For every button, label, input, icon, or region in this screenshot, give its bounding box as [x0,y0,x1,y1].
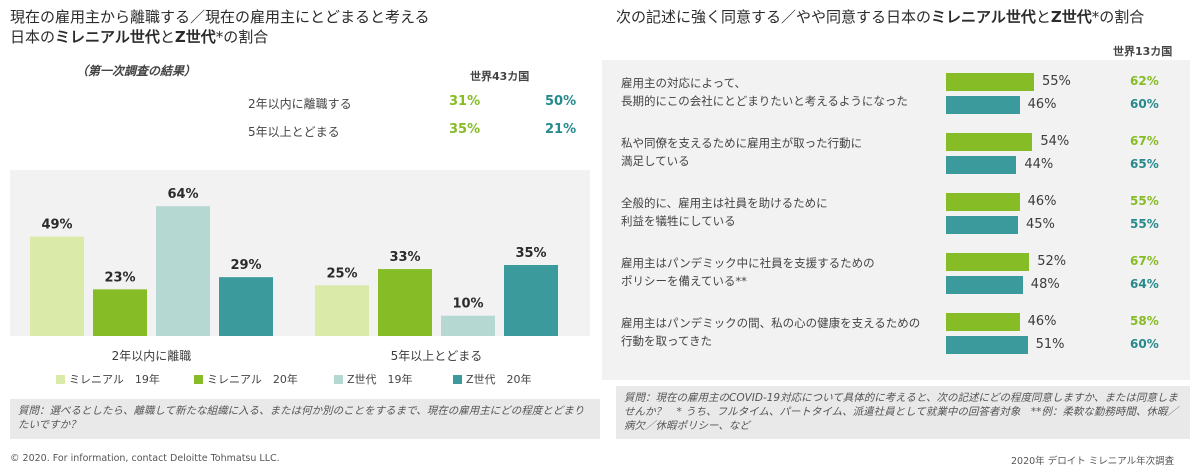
legend-item-gz19: Z世代 19年 [334,371,413,387]
world13-header: 世界13カ国 [1113,45,1173,58]
statement-1: 私や同僚を支えるために雇用主が取った行動に 満足している [621,136,863,168]
right-chart-panel: 雇用主の対応によって、 長期的にこの会社にとどまりたいと考えるようになった 55%… [602,60,1190,380]
summary-label-leave: 2年以内に離職する [248,97,352,111]
category-label-0: 2年以内に離職 [112,349,192,363]
legend-label-gz20: Z世代 20年 [466,373,532,386]
world-value-3-1: 64% [1130,277,1159,291]
right-question-note: 質問：現在の雇用主のCOVID-19対応について具体的に考えると、次の記述にどの… [616,386,1190,439]
bar-0-1 [93,289,147,336]
bar-label-0-2: 64% [167,187,198,202]
left-bars-group: 49% 23% 64% 29% 2年以内に離職 25% 33% 10% 35% 5年以上とどまる [30,187,558,363]
left-title-line2: 日本のミレニアル世代とZ世代*の割合 [10,27,268,47]
summary-world-stay: 21% [545,122,577,137]
bar-label-1-2: 10% [452,297,483,312]
statement-4: 雇用主はパンデミックの間、私の心の健康を支えるための 行動を取ってきた [621,316,921,348]
world-value-0-1: 60% [1130,97,1159,111]
legend-swatch-mil19 [56,374,65,384]
hbar-value-2-1: 45% [1026,217,1055,232]
hbar-1-1 [946,156,1017,174]
hbar-1-0 [946,133,1033,151]
bar-label-1-3: 35% [515,246,546,261]
hbar-0-0 [946,73,1034,91]
summary-japan-stay: 35% [449,122,481,137]
legend-item-mil20: ミレニアル 20年 [194,371,298,387]
bar-label-1-1: 33% [389,250,420,265]
world-value-1-1: 65% [1130,157,1159,171]
bar-1-0 [315,285,369,336]
left-title-part-b: ミレニアル世代 [55,28,160,46]
world-value-1-0: 67% [1130,134,1159,148]
left-title-part-c: と [159,28,175,46]
world-value-2-1: 55% [1130,217,1159,231]
legend-item-mil19: ミレニアル 19年 [56,371,160,387]
world-value-3-0: 67% [1130,254,1159,268]
legend-swatch-gz20 [453,374,462,384]
bar-label-1-0: 25% [326,266,357,281]
hbar-value-4-1: 51% [1035,337,1065,352]
hbar-2-0 [946,193,1020,211]
right-title-part-d: Z世代 [1050,8,1092,26]
bar-1-3 [504,265,558,336]
hbar-value-1-1: 44% [1024,157,1054,172]
world-value-2-0: 55% [1130,194,1159,208]
world43-header: 世界43カ国 [470,70,530,83]
footer-copyright: © 2020. For information, contact Deloitt… [10,453,280,464]
left-question-note: 質問：選べるとしたら、離職して新たな組織に入る、または何か別のことをするまで、現… [10,399,600,439]
left-title-part-e: *の割合 [215,28,269,46]
hbar-4-0 [946,313,1020,331]
legend-swatch-mil20 [194,374,203,384]
hbar-3-1 [946,276,1023,294]
legend-item-gz20: Z世代 20年 [453,371,532,387]
left-title-part-d: Z世代 [174,28,216,46]
legend-label-mil19: ミレニアル 19年 [69,373,160,386]
bar-0-2 [156,206,210,336]
hbar-value-3-0: 52% [1037,254,1067,269]
world-value-0-0: 62% [1130,74,1159,88]
bar-label-0-1: 23% [104,270,135,285]
legend-swatch-gz19 [334,374,343,384]
bar-label-0-0: 49% [41,218,72,233]
hbar-3-0 [946,253,1030,271]
bar-label-0-3: 29% [230,258,261,273]
right-title: 次の記述に強く同意する／やや同意する日本のミレニアル世代とZ世代*の割合 [616,7,1144,27]
left-title-part-a: 日本の [10,28,56,46]
hbar-0-1 [946,96,1020,114]
legend-label-gz19: Z世代 19年 [347,373,413,386]
bar-1-1 [378,269,432,336]
statement-0: 雇用主の対応によって、 長期的にこの会社にとどまりたいと考えるようになった [621,76,908,108]
hbar-value-0-1: 46% [1027,97,1057,112]
left-title-line1: 現在の雇用主から離職する／現在の雇用主にとどまると考える [10,8,430,26]
category-label-1: 5年以上とどまる [391,349,483,363]
world-value-4-0: 58% [1130,314,1159,328]
summary-label-stay: 5年以上とどまる [248,125,340,139]
hbar-4-1 [946,336,1028,354]
footer-survey: 2020年 デロイト ミレニアル年次調査 [1011,456,1175,467]
hbar-value-0-0: 55% [1042,74,1071,89]
legend-label-mil20: ミレニアル 20年 [207,373,298,386]
statement-2: 全般的に、雇用主は社員を助けるために 利益を犠牲にしている [621,196,828,228]
bar-0-3 [219,277,273,336]
hbar-value-1-0: 54% [1040,134,1070,149]
summary-world-leave: 50% [545,94,577,109]
bar-1-2 [441,315,495,336]
right-title-part-e: *の割合 [1091,8,1145,26]
right-title-part-b: ミレニアル世代 [931,8,1036,26]
summary-japan-leave: 31% [449,94,481,109]
hbar-value-3-1: 48% [1030,277,1060,292]
hbar-2-1 [946,216,1018,234]
survey-note: （第一次調査の結果） [76,64,197,78]
hbar-value-4-0: 46% [1027,314,1057,329]
bar-0-0 [30,236,84,336]
world-value-4-1: 60% [1130,337,1159,351]
right-title-part-c: と [1035,8,1051,26]
left-bar-chart: 49% 23% 64% 29% 2年以内に離職 25% 33% 10% 35% 5年以上とどまる [10,170,590,363]
right-title-part-a: 次の記述に強く同意する／やや同意する日本の [616,8,932,26]
hbar-value-2-0: 46% [1027,194,1057,209]
statement-3: 雇用主はパンデミック中に社員を支援するための ポリシーを備えている** [621,256,875,288]
